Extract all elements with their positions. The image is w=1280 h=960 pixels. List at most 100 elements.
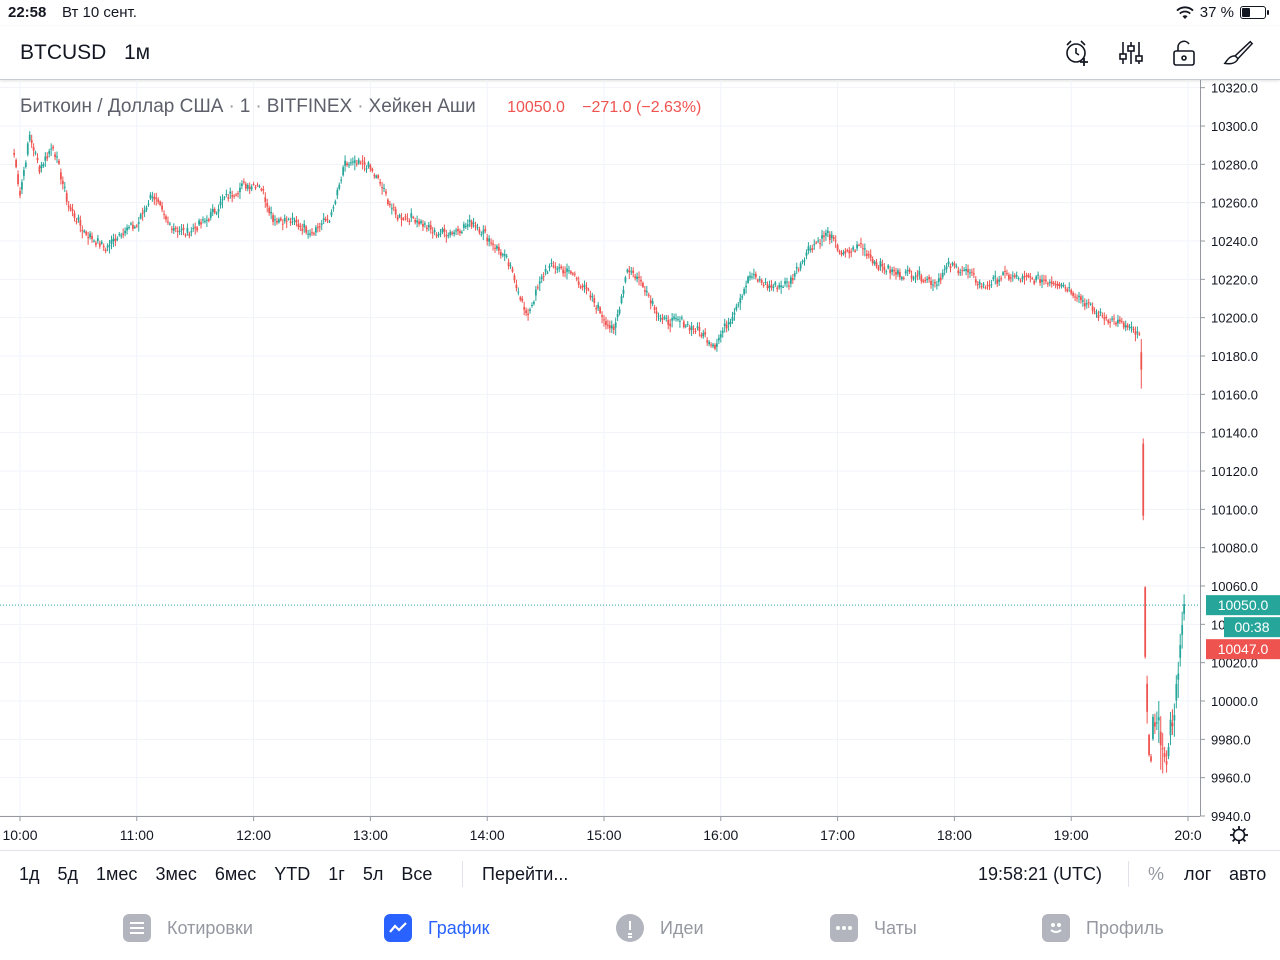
candle-body	[248, 186, 251, 189]
candle-body	[114, 239, 117, 242]
candle-body	[1134, 331, 1137, 335]
candle-body	[1165, 761, 1168, 765]
candle-body	[717, 337, 720, 341]
log-scale-toggle[interactable]: лог	[1184, 864, 1212, 884]
candle-down	[862, 243, 864, 256]
candle-up	[1041, 274, 1043, 289]
candle-body	[505, 255, 508, 257]
candle-body	[58, 160, 60, 164]
drawing-brush-icon[interactable]	[1222, 37, 1254, 69]
candle-body	[624, 277, 627, 282]
candle-down	[85, 230, 88, 236]
chart-area[interactable]: Биткоин / Доллар США · 1 · BITFINEX · Хейкен А…	[0, 80, 1280, 850]
candle-up	[803, 257, 806, 266]
percent-scale-toggle[interactable]: %	[1148, 864, 1165, 884]
candle-down	[361, 155, 364, 170]
candle-body	[1074, 296, 1076, 298]
clock-timezone-button[interactable]: 19:58:21 (UTC)	[978, 864, 1103, 884]
candle-body	[910, 275, 913, 279]
candle-body	[842, 252, 845, 255]
candle-body	[141, 212, 144, 214]
goto-button[interactable]: Перейти...	[482, 864, 569, 884]
lock-icon[interactable]	[1168, 37, 1200, 69]
candle-up	[665, 314, 668, 322]
candle-body	[268, 207, 271, 213]
range-button[interactable]: 5л	[362, 864, 384, 884]
candle-down	[266, 198, 269, 213]
candle-down	[248, 182, 251, 194]
candle-body	[1009, 277, 1012, 279]
candle-body	[361, 160, 364, 162]
candle-body	[1161, 748, 1164, 750]
nav-chats[interactable]: Чаты	[830, 914, 917, 942]
candle-body	[550, 263, 553, 265]
price-tick-label: 10300.0	[1211, 119, 1258, 134]
candle-body	[67, 205, 70, 208]
candle-up	[566, 263, 568, 280]
nav-ideas[interactable]: Идеи	[616, 914, 704, 942]
candle-body	[71, 209, 74, 212]
candle-body	[568, 270, 570, 272]
candle-body	[916, 274, 919, 277]
range-button[interactable]: Все	[401, 864, 433, 884]
candle-body	[464, 226, 467, 228]
candle-down	[928, 274, 930, 283]
range-button[interactable]: 1г	[328, 864, 345, 884]
candle-down	[1161, 732, 1164, 774]
candle-up	[209, 208, 212, 221]
candle-body	[813, 244, 816, 246]
candle-body	[542, 276, 545, 278]
indicators-icon[interactable]	[1115, 37, 1147, 69]
candle-body	[815, 242, 818, 244]
time-tick-label: 15:00	[586, 827, 621, 843]
last-price-label-text: 10050.0	[1218, 597, 1269, 613]
candle-body	[118, 234, 121, 236]
candle-down	[451, 230, 454, 236]
candle-body	[346, 163, 348, 166]
candle-down	[564, 266, 566, 278]
settings-gear-icon[interactable]	[1230, 826, 1248, 844]
candle-down	[1142, 438, 1145, 521]
candle-down	[1109, 318, 1112, 328]
candle-up	[1130, 321, 1133, 333]
range-button[interactable]: 6мес	[214, 864, 257, 884]
price-tick-label: 10100.0	[1211, 502, 1258, 517]
alarm-add-icon[interactable]	[1061, 37, 1093, 69]
candle-up	[1062, 282, 1065, 288]
nav-quotes[interactable]: Котировки	[123, 914, 253, 942]
nav-chart[interactable]: График	[384, 914, 490, 942]
candle-body	[32, 147, 35, 151]
candle-body	[922, 280, 925, 282]
candle-body	[231, 195, 234, 197]
auto-scale-toggle[interactable]: авто	[1229, 864, 1267, 884]
candle-up	[657, 312, 660, 321]
range-button[interactable]: YTD	[274, 864, 311, 884]
symbol-button[interactable]: BTCUSD	[20, 41, 107, 64]
candlestick-chart[interactable]: 10320.0 10300.0 10280.0 10260.0 10240.0 10220…	[0, 80, 1280, 850]
candle-body	[350, 162, 352, 164]
candle-body	[190, 231, 193, 233]
candle-up	[645, 285, 648, 297]
range-button[interactable]: 3мес	[155, 864, 197, 884]
nav-profile[interactable]: Профиль	[1042, 914, 1164, 942]
candle-up	[118, 231, 121, 237]
candle-up	[172, 223, 175, 234]
candle-down	[1140, 339, 1143, 389]
candle-body	[482, 230, 485, 234]
range-button[interactable]: 1д	[19, 864, 40, 884]
candle-up	[805, 249, 808, 260]
range-button[interactable]: 1мес	[96, 864, 138, 884]
candle-down	[157, 197, 160, 205]
candle-down	[165, 214, 167, 223]
candle-body	[451, 232, 454, 234]
candle-body	[605, 321, 607, 326]
candle-down	[69, 204, 72, 212]
candle-body	[159, 201, 162, 206]
profile-icon	[1042, 914, 1070, 942]
candle-body	[126, 227, 128, 231]
price-tick-label: 9940.0	[1211, 809, 1251, 824]
candle-down	[754, 271, 757, 280]
interval-button[interactable]: 1м	[124, 41, 151, 64]
list-icon	[123, 914, 151, 942]
range-button[interactable]: 5д	[57, 864, 79, 884]
